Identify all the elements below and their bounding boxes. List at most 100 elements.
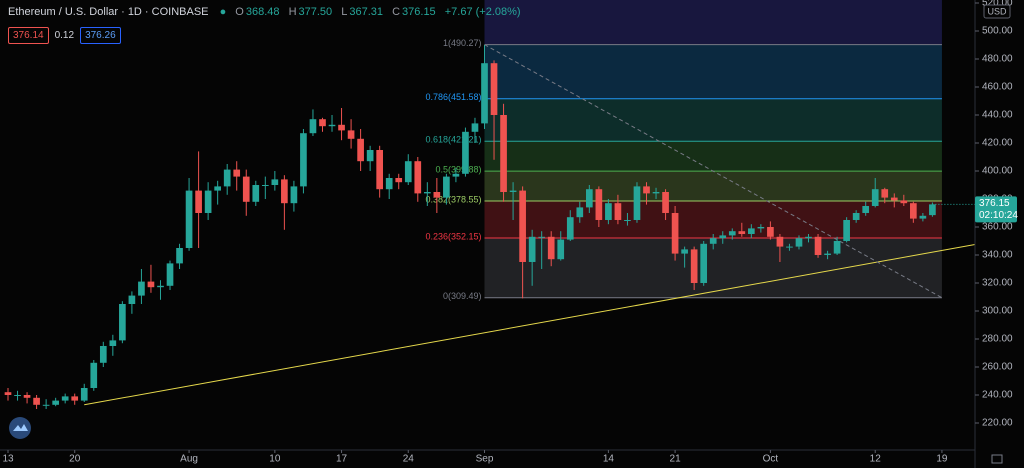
candle-body <box>633 186 641 220</box>
trend-line <box>84 244 976 406</box>
candle-body <box>557 239 565 260</box>
fib-label: 0.236(352.15) <box>425 231 481 241</box>
fib-label: 0.382(378.55) <box>425 194 481 204</box>
candle-body <box>443 176 450 198</box>
candle-body <box>99 345 107 363</box>
candle-body <box>433 191 441 198</box>
candle-body <box>890 197 898 201</box>
status-dot: ● <box>219 6 227 18</box>
sell-price[interactable]: 376.14 <box>8 27 49 44</box>
symbol-header: Ethereum / U.S. Dollar · 1D · COINBASE ●… <box>8 6 527 18</box>
y-tick-label: 220.00 <box>982 418 1013 429</box>
ohlc-label: O <box>235 6 244 18</box>
symbol-title: Ethereum / U.S. Dollar · 1D · COINBASE <box>8 6 209 18</box>
y-tick-label: 280.00 <box>982 334 1013 345</box>
candle-body <box>624 219 631 221</box>
candle-body <box>605 203 612 220</box>
candle-body <box>223 169 231 187</box>
candle-body <box>347 130 355 139</box>
candle-body <box>700 243 708 283</box>
currency-label: USD <box>987 6 1007 16</box>
candle-body <box>14 394 21 396</box>
candle-body <box>652 191 660 194</box>
candle-body <box>490 63 498 115</box>
y-tick-label: 240.00 <box>982 390 1013 401</box>
diagonal-line <box>484 44 943 299</box>
candle-body <box>252 184 260 202</box>
candle-body <box>728 231 736 236</box>
candle-body <box>881 189 889 198</box>
candle-body <box>147 281 155 288</box>
ohlc-value: 368.48 <box>245 6 280 18</box>
candle-body <box>929 204 936 216</box>
candle-body <box>862 205 870 213</box>
x-tick-label: 12 <box>870 454 882 465</box>
buy-price[interactable]: 376.26 <box>80 27 121 44</box>
fib-label: 0(309.49) <box>443 291 482 301</box>
candle-body <box>662 191 669 213</box>
ohlc-label: L <box>341 6 348 18</box>
y-tick-label: 300.00 <box>982 306 1013 317</box>
y-tick-label: 520.00 <box>982 0 1013 9</box>
y-tick-label: 500.00 <box>982 26 1013 37</box>
candle-body <box>509 190 517 192</box>
candle-body <box>709 238 717 244</box>
price-axis-bg <box>975 0 1024 468</box>
candle-body <box>300 133 307 187</box>
candle-body <box>481 63 488 124</box>
candle-body <box>52 400 59 405</box>
candle-body <box>795 238 803 247</box>
fib-label: 0.786(451.58) <box>425 92 481 102</box>
candle-body <box>233 169 241 177</box>
candle-body <box>71 396 79 401</box>
candle-body <box>471 123 479 132</box>
fib-band <box>484 141 942 172</box>
countdown-label: 02:10:24 <box>979 210 1018 221</box>
x-tick-label: Aug <box>180 454 198 465</box>
ohlc-label: C <box>392 6 401 18</box>
candle-body <box>4 392 12 395</box>
ohlc-label: H <box>288 6 297 18</box>
time-axis-bg <box>0 450 975 468</box>
candle-body <box>671 212 679 254</box>
candle-body <box>42 404 50 406</box>
candle-body <box>176 247 183 264</box>
fib-label: 0.5(399.88) <box>435 165 481 175</box>
candle-body <box>271 179 279 185</box>
y-tick-label: 400.00 <box>982 166 1013 177</box>
candle-body <box>157 285 164 288</box>
y-tick-label: 480.00 <box>982 54 1013 65</box>
spread: 0.12 <box>54 30 75 41</box>
y-tick-label: 260.00 <box>982 362 1013 373</box>
logo-mark <box>13 424 28 431</box>
candle-body <box>852 212 860 220</box>
y-tick-label: 460.00 <box>982 82 1013 93</box>
candle-body <box>138 281 145 296</box>
candle-body <box>309 119 317 134</box>
candle-body <box>910 203 917 219</box>
candle-body <box>109 340 117 346</box>
x-tick-label: Oct <box>763 454 779 465</box>
candle-body <box>404 161 412 183</box>
candle-body <box>319 119 326 127</box>
candle-body <box>833 240 841 254</box>
candle-body <box>585 189 593 208</box>
x-tick-label: 14 <box>603 454 615 465</box>
candle-body <box>23 394 31 398</box>
candle-body <box>33 397 40 405</box>
candle-body <box>90 362 98 388</box>
candle-body <box>128 295 136 304</box>
candle-body <box>338 124 345 131</box>
candle-body <box>595 189 603 220</box>
x-tick-label: 17 <box>336 454 348 465</box>
settings-icon <box>991 454 1003 464</box>
candle-body <box>519 190 526 262</box>
candle-body <box>786 246 793 248</box>
change: +7.67 (+2.08%) <box>444 6 521 18</box>
candle-body <box>776 236 784 247</box>
candle-body <box>281 179 288 204</box>
fib-extension-band <box>484 0 942 45</box>
candle-body <box>119 303 126 341</box>
candle-body <box>814 236 822 255</box>
candle-body <box>919 215 927 219</box>
